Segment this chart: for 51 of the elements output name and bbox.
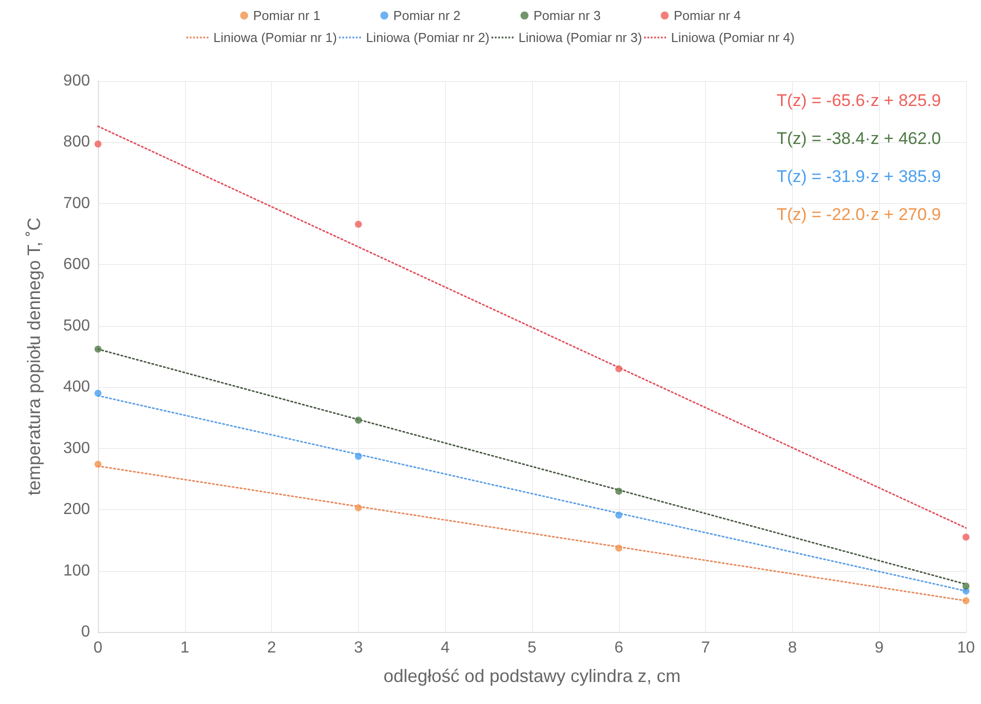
legend-label: Liniowa (Pomiar nr 4) <box>671 30 795 45</box>
y-tick-label: 500 <box>63 317 90 334</box>
point <box>962 597 970 604</box>
legend-label: Liniowa (Pomiar nr 2) <box>366 30 490 45</box>
point <box>94 460 102 468</box>
y-tick-label: 800 <box>63 134 90 151</box>
point <box>94 390 102 397</box>
point <box>354 416 362 424</box>
x-tick-label: 4 <box>440 640 450 656</box>
legend-label: Pomiar nr 3 <box>534 8 601 23</box>
point <box>615 365 622 372</box>
annotation: T(z) = -38.4·z + 462.0 <box>776 129 941 148</box>
x-tick-label: 6 <box>614 640 624 656</box>
legend-label: Pomiar nr 2 <box>393 8 461 23</box>
x-tick-label: 2 <box>267 640 276 656</box>
point <box>354 504 362 512</box>
point <box>94 140 102 148</box>
point <box>354 220 362 228</box>
x-tick-label: 7 <box>701 640 710 656</box>
y-axis-title: temperatura popiołu dennego T, ˚C <box>24 218 44 496</box>
x-tick-label: 8 <box>788 640 797 656</box>
y-tick-label: 100 <box>63 562 90 580</box>
legend-label: Pomiar nr 4 <box>674 8 741 23</box>
x-tick-label: 9 <box>874 640 884 656</box>
y-tick-label: 0 <box>81 624 90 640</box>
annotation: T(z) = -65.6·z + 825.9 <box>776 91 941 110</box>
y-tick-label: 900 <box>63 72 90 90</box>
x-tick-label: 10 <box>957 640 975 656</box>
y-tick-label: 600 <box>63 256 90 274</box>
annotation: T(z) = -31.9·z + 385.9 <box>776 167 941 186</box>
point <box>615 544 622 552</box>
y-tick-label: 400 <box>63 378 90 396</box>
annotation: T(z) = -22.0·z + 270.9 <box>776 205 941 224</box>
point <box>962 534 970 541</box>
y-tick-label: 200 <box>63 501 90 518</box>
legend-label: Liniowa (Pomiar nr 3) <box>518 30 642 45</box>
legend-label: Pomiar nr 1 <box>253 8 320 23</box>
x-tick-label: 1 <box>180 640 190 656</box>
point <box>615 512 622 519</box>
legend-label: Liniowa (Pomiar nr 1) <box>213 30 337 45</box>
y-tick-label: 300 <box>63 440 90 457</box>
y-tick-label: 700 <box>63 194 90 212</box>
point <box>615 488 622 495</box>
point <box>962 582 970 590</box>
point <box>354 452 362 460</box>
x-tick-label: 5 <box>528 640 537 656</box>
line-series <box>97 126 967 529</box>
x-tick-label: 0 <box>94 640 103 656</box>
x-tick-label: 3 <box>354 640 363 656</box>
point <box>94 346 102 353</box>
x-axis-title: odległość od podstawy cylindra z, cm <box>383 666 681 686</box>
